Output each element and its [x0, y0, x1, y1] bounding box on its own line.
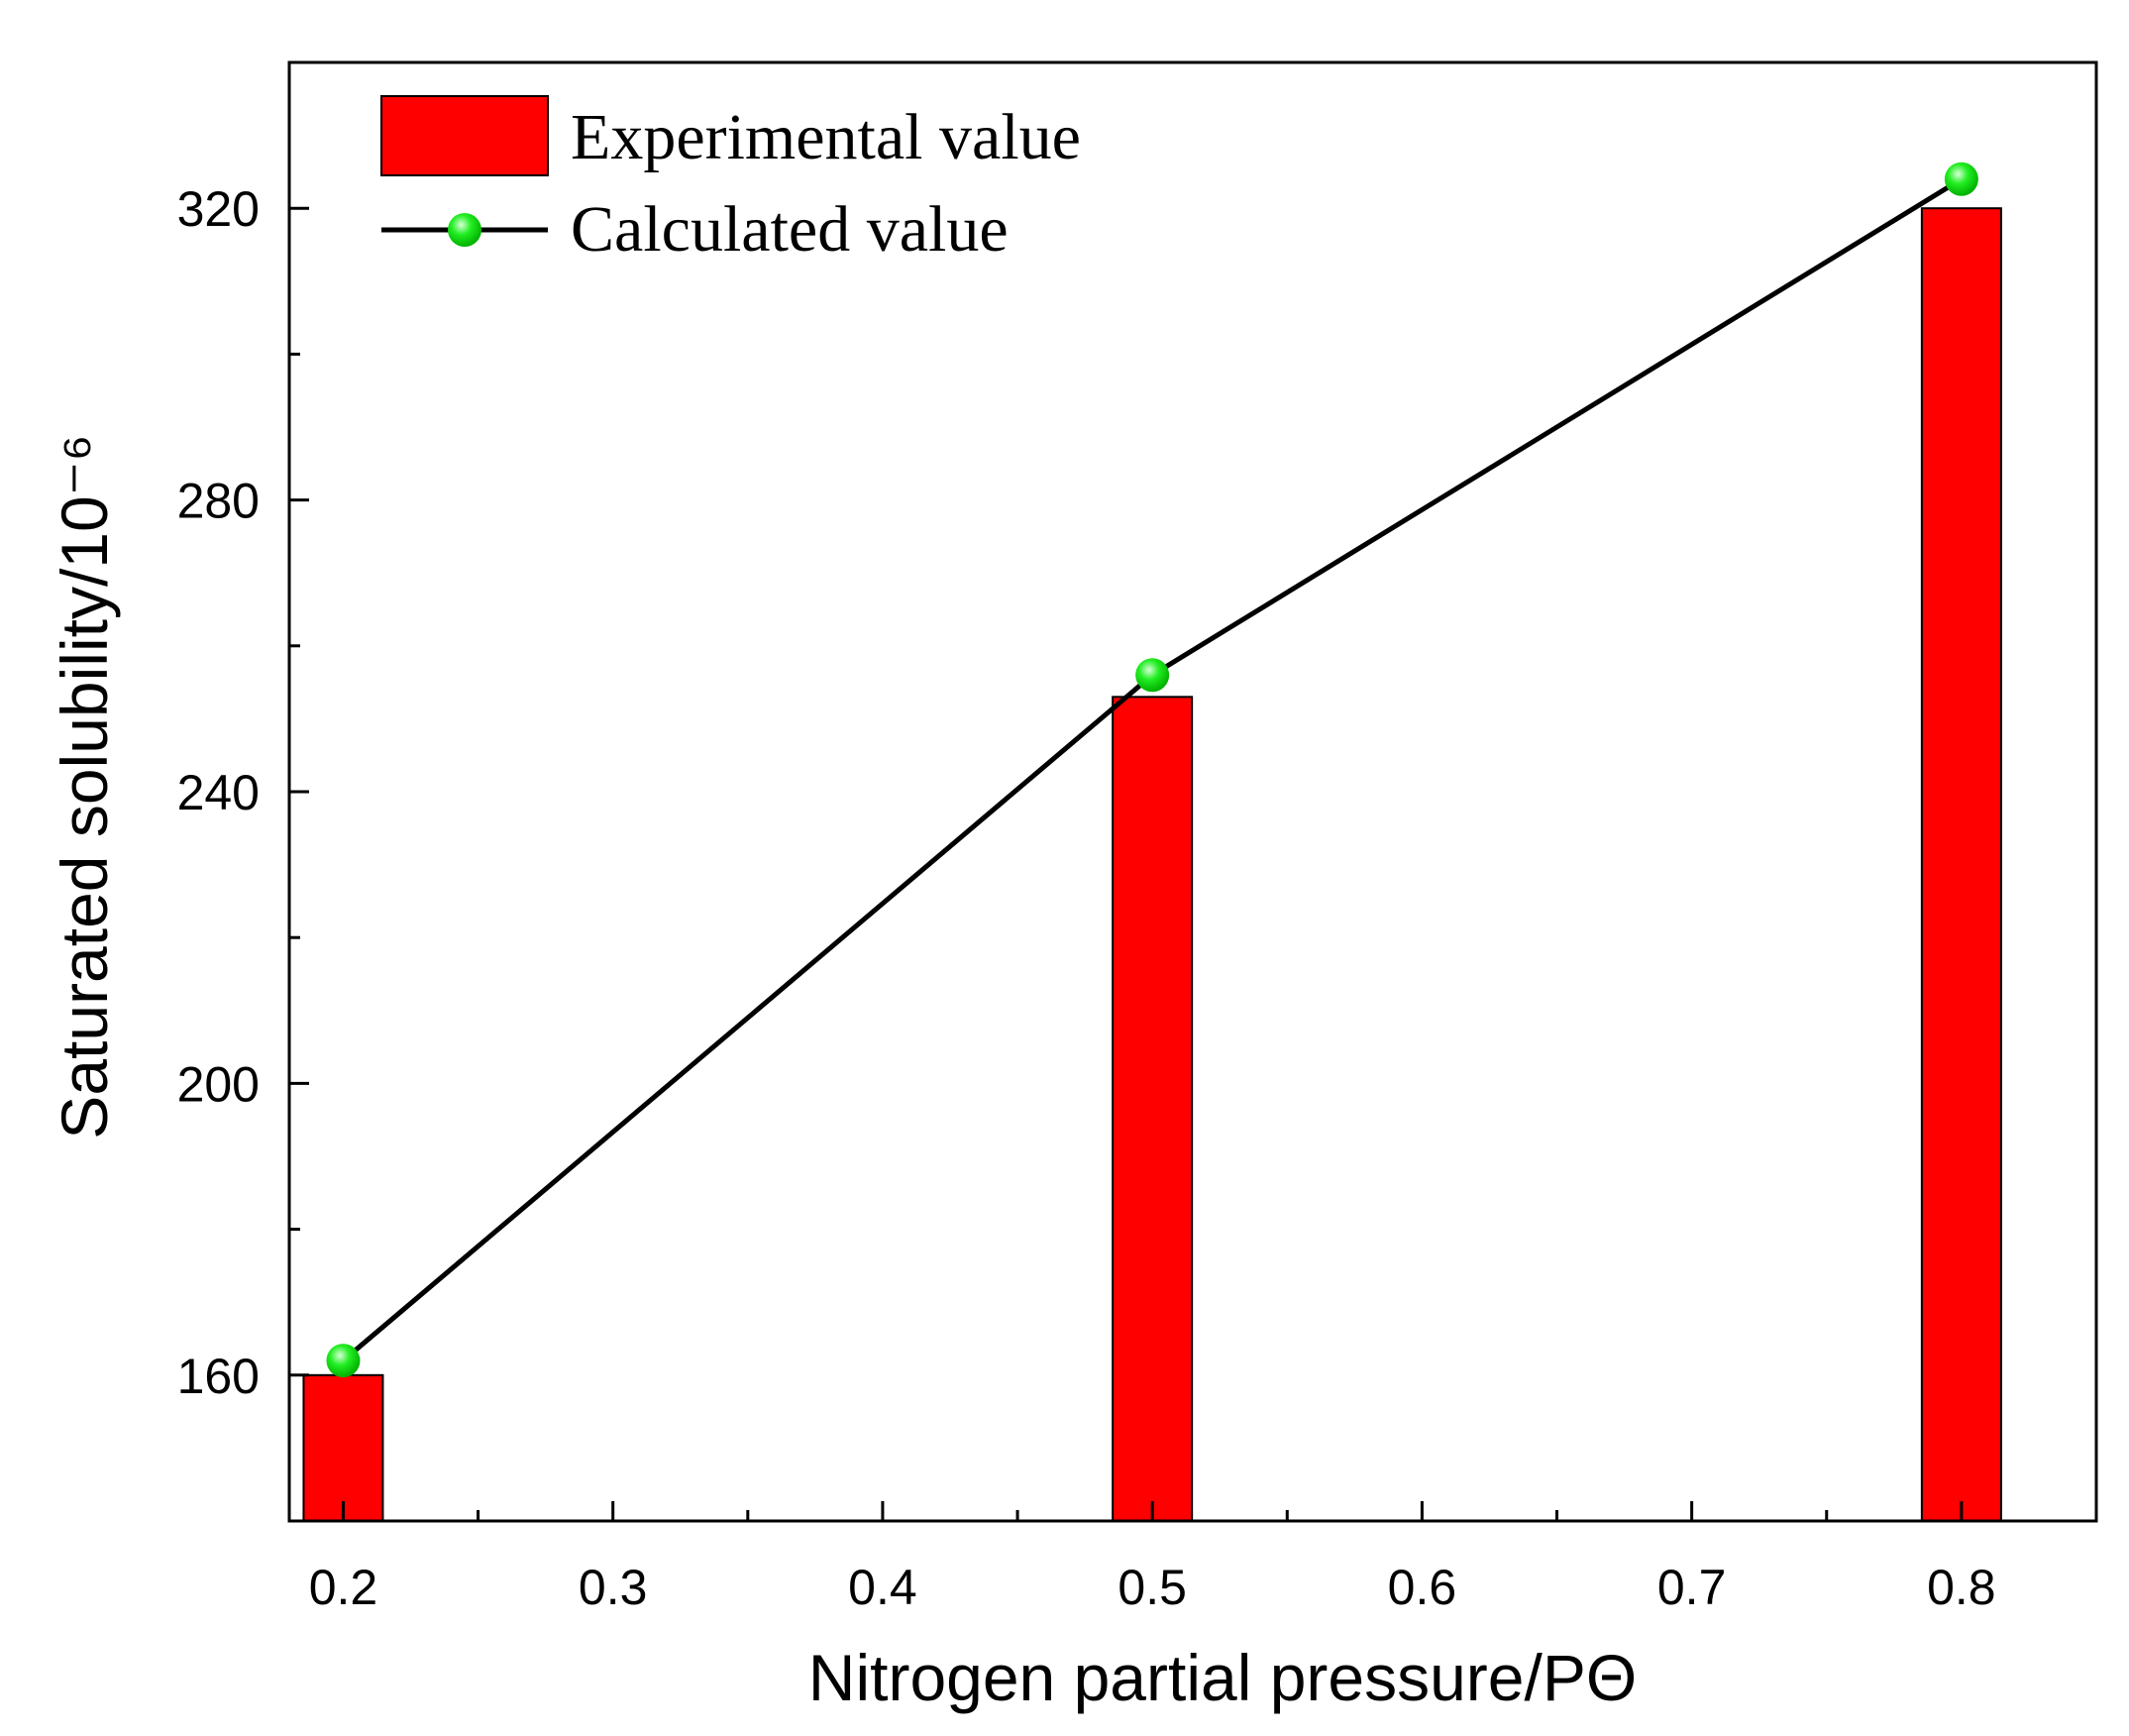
x-tick-label-2: 0.4	[848, 1560, 917, 1615]
legend-swatch-experimental	[380, 95, 549, 176]
point-calculated-0	[326, 1344, 361, 1378]
y-tick-label-1: 200	[177, 1056, 260, 1112]
bar-experimental-1	[1112, 696, 1194, 1522]
y-tick-label-3: 280	[177, 474, 260, 529]
bar-experimental-0	[302, 1373, 384, 1523]
point-calculated-1	[1135, 658, 1170, 693]
y-axis-ticks: 160 200 240 280 320	[177, 181, 309, 1404]
y-tick-label-4: 320	[177, 181, 260, 237]
legend: Experimental value Calculated value	[380, 95, 1081, 266]
y-tick-label-0: 160	[177, 1349, 260, 1404]
bar-experimental-2	[1920, 207, 2002, 1523]
point-calculated-2	[1944, 162, 1978, 196]
y-axis-title: Saturated solubility/10⁻⁶	[48, 434, 121, 1139]
y-tick-label-2: 240	[177, 765, 260, 820]
x-tick-label-4: 0.6	[1388, 1560, 1457, 1615]
x-tick-label-0: 0.2	[309, 1560, 378, 1615]
legend-swatch-calculated-marker	[448, 213, 481, 247]
legend-label-experimental: Experimental value	[571, 101, 1081, 173]
line-layer	[326, 162, 1978, 1378]
x-tick-label-1: 0.3	[579, 1560, 648, 1615]
bars-layer	[302, 207, 2002, 1523]
x-axis-title: Nitrogen partial pressure/PΘ	[808, 1641, 1637, 1714]
x-tick-label-3: 0.5	[1118, 1560, 1187, 1615]
legend-label-calculated: Calculated value	[571, 193, 1009, 266]
x-tick-label-6: 0.8	[1927, 1560, 1996, 1615]
x-tick-label-5: 0.7	[1657, 1560, 1727, 1615]
x-axis-ticks: 0.2 0.3 0.4 0.5 0.6 0.7 0.8	[309, 1501, 1996, 1615]
